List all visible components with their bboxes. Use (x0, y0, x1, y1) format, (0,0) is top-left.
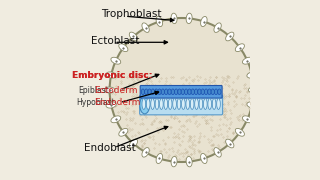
Ellipse shape (155, 99, 159, 109)
Ellipse shape (247, 72, 257, 78)
Ellipse shape (211, 89, 214, 95)
Ellipse shape (214, 148, 221, 157)
Ellipse shape (104, 87, 115, 93)
Ellipse shape (140, 96, 150, 114)
Ellipse shape (155, 89, 158, 95)
Ellipse shape (191, 89, 195, 95)
Ellipse shape (186, 156, 192, 167)
Ellipse shape (111, 116, 121, 123)
Ellipse shape (208, 89, 211, 95)
Ellipse shape (151, 99, 154, 109)
Text: Ectoderm: Ectoderm (94, 86, 138, 94)
Text: Ectoblast: Ectoblast (91, 36, 139, 46)
Ellipse shape (158, 89, 161, 95)
Ellipse shape (195, 99, 198, 109)
Text: Trophoblast: Trophoblast (101, 9, 162, 19)
Ellipse shape (195, 89, 198, 95)
Ellipse shape (204, 99, 207, 109)
Ellipse shape (173, 99, 176, 109)
Ellipse shape (168, 99, 172, 109)
Ellipse shape (181, 89, 184, 95)
Ellipse shape (201, 89, 204, 95)
Ellipse shape (201, 17, 207, 27)
Ellipse shape (181, 99, 185, 109)
Ellipse shape (145, 89, 148, 95)
Ellipse shape (186, 99, 189, 109)
Ellipse shape (214, 89, 218, 95)
FancyBboxPatch shape (140, 95, 223, 115)
Ellipse shape (243, 116, 252, 123)
Ellipse shape (188, 89, 191, 95)
Ellipse shape (212, 99, 216, 109)
Ellipse shape (190, 99, 194, 109)
Ellipse shape (161, 89, 164, 95)
Ellipse shape (226, 139, 234, 148)
Text: Endoblast: Endoblast (84, 143, 135, 153)
Ellipse shape (129, 139, 138, 148)
Ellipse shape (201, 153, 207, 163)
Ellipse shape (106, 102, 116, 108)
Ellipse shape (243, 57, 252, 64)
Ellipse shape (248, 87, 259, 93)
Ellipse shape (199, 99, 203, 109)
Ellipse shape (204, 89, 208, 95)
Ellipse shape (235, 44, 244, 52)
Ellipse shape (164, 99, 168, 109)
Ellipse shape (106, 72, 116, 78)
Ellipse shape (146, 99, 150, 109)
Ellipse shape (142, 99, 146, 109)
Text: Embryonic disc:: Embryonic disc: (72, 71, 152, 80)
Ellipse shape (141, 89, 145, 95)
Ellipse shape (186, 13, 192, 24)
Ellipse shape (156, 153, 163, 163)
Ellipse shape (217, 99, 220, 109)
Ellipse shape (171, 156, 177, 167)
Ellipse shape (235, 128, 244, 136)
Ellipse shape (171, 13, 177, 24)
Ellipse shape (151, 89, 155, 95)
Ellipse shape (198, 89, 201, 95)
Ellipse shape (142, 23, 149, 32)
Ellipse shape (177, 99, 181, 109)
Ellipse shape (148, 89, 151, 95)
Ellipse shape (178, 89, 181, 95)
Ellipse shape (226, 32, 234, 41)
Ellipse shape (171, 89, 174, 95)
Text: Hypoblast: Hypoblast (76, 98, 115, 107)
Ellipse shape (247, 102, 257, 108)
Ellipse shape (111, 57, 121, 64)
Ellipse shape (119, 128, 128, 136)
FancyBboxPatch shape (140, 86, 222, 98)
Ellipse shape (208, 99, 212, 109)
Ellipse shape (129, 32, 138, 41)
Ellipse shape (164, 89, 168, 95)
Circle shape (110, 18, 254, 162)
Text: Endoderm: Endoderm (94, 98, 141, 107)
Text: Embryonic disc:: Embryonic disc: (72, 71, 152, 80)
Text: Epiblast: Epiblast (78, 86, 109, 94)
Ellipse shape (160, 99, 163, 109)
Ellipse shape (185, 89, 188, 95)
Ellipse shape (174, 89, 178, 95)
Ellipse shape (156, 17, 163, 27)
Ellipse shape (142, 148, 149, 157)
Ellipse shape (214, 23, 221, 32)
Ellipse shape (119, 44, 128, 52)
Ellipse shape (168, 89, 171, 95)
Ellipse shape (218, 89, 221, 95)
